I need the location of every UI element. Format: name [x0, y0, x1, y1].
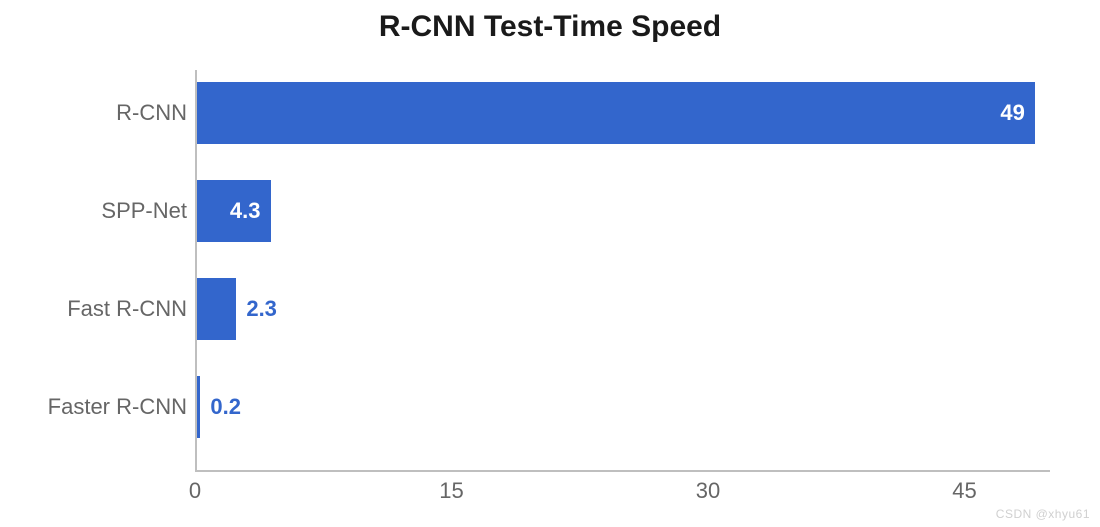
chart-title: R-CNN Test-Time Speed: [0, 10, 1100, 44]
x-tick-label: 0: [189, 478, 201, 504]
watermark-text: CSDN @xhyu61: [996, 507, 1090, 521]
category-label: Fast R-CNN: [67, 278, 195, 340]
value-label: 0.2: [210, 376, 241, 438]
bar-rect: [197, 376, 200, 438]
x-axis: [195, 470, 1050, 472]
bar-rect: [197, 82, 1035, 144]
value-label: 2.3: [246, 278, 277, 340]
x-tick-label: 30: [696, 478, 720, 504]
value-label: 49: [1000, 82, 1030, 144]
chart-container: R-CNN Test-Time Speed R-CNN 49 SPP-Net 4…: [0, 0, 1100, 527]
value-label: 4.3: [230, 180, 267, 242]
plot-area: R-CNN 49 SPP-Net 4.3 Fast R-CNN 2.3 Fast…: [195, 70, 1050, 470]
x-tick-label: 45: [952, 478, 976, 504]
category-label: R-CNN: [116, 82, 195, 144]
category-label: Faster R-CNN: [48, 376, 195, 438]
bar-rect: [197, 278, 236, 340]
x-tick-label: 15: [439, 478, 463, 504]
category-label: SPP-Net: [101, 180, 195, 242]
